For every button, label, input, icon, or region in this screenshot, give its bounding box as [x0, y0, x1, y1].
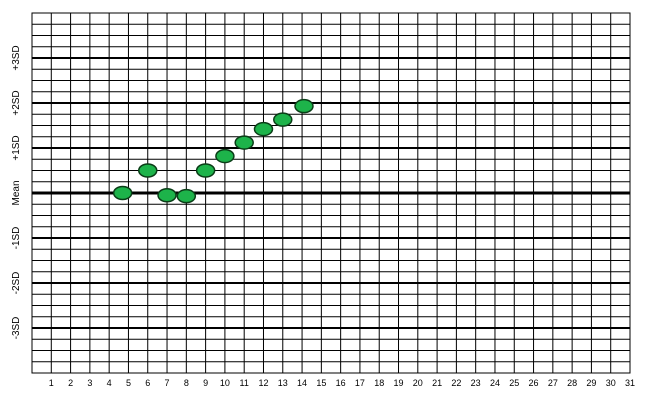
y-tick-label: +3SD [11, 45, 22, 70]
data-point [273, 112, 293, 127]
y-tick-label: +2SD [11, 90, 22, 115]
data-point [176, 188, 197, 204]
y-tick-label: -3SD [11, 317, 22, 340]
data-points [112, 98, 314, 204]
y-tick-labels: +3SD +2SD +1SD Mean -1SD -2SD -3SD [11, 45, 22, 339]
x-tick-label: 9 [203, 378, 208, 388]
x-tick-label: 2 [68, 378, 73, 388]
x-tick-label: 21 [432, 378, 442, 388]
x-tick-label: 5 [126, 378, 131, 388]
x-tick-label: 27 [548, 378, 558, 388]
x-tick-label: 24 [490, 378, 500, 388]
x-tick-label: 18 [374, 378, 384, 388]
x-tick-label: 25 [509, 378, 519, 388]
x-tick-label: 1 [49, 378, 54, 388]
x-tick-label: 26 [529, 378, 539, 388]
x-tick-label: 12 [258, 378, 268, 388]
x-tick-label: 29 [586, 378, 596, 388]
x-tick-label: 6 [145, 378, 150, 388]
x-tick-label: 23 [471, 378, 481, 388]
x-tick-label: 16 [336, 378, 346, 388]
x-tick-label: 7 [165, 378, 170, 388]
data-point [137, 163, 158, 178]
data-point [253, 121, 274, 137]
y-tick-label: -2SD [11, 272, 22, 295]
x-tick-label: 14 [297, 378, 307, 388]
data-point [157, 188, 177, 203]
x-tick-label: 28 [567, 378, 577, 388]
x-tick-label: 20 [413, 378, 423, 388]
data-point [112, 185, 133, 201]
data-point [234, 135, 254, 150]
x-tick-label: 17 [355, 378, 365, 388]
data-point [195, 163, 216, 178]
x-tick-label: 31 [625, 378, 635, 388]
major-grid [32, 57, 630, 329]
y-tick-label: -1SD [11, 227, 22, 250]
data-point [215, 148, 235, 164]
x-tick-label: 22 [451, 378, 461, 388]
x-tick-label: 10 [220, 378, 230, 388]
x-tick-label: 13 [278, 378, 288, 388]
x-tick-label: 15 [316, 378, 326, 388]
x-tick-label: 30 [606, 378, 616, 388]
x-tick-labels: 1 2 3 4 5 6 7 8 9 10 11 12 13 14 15 16 17 18 19 20 21 22 23 24 2… [49, 378, 635, 388]
x-tick-label: 4 [107, 378, 112, 388]
x-tick-label: 3 [87, 378, 92, 388]
y-tick-label: +1SD [11, 135, 22, 160]
x-tick-label: 11 [240, 378, 249, 388]
y-tick-label: Mean [11, 180, 22, 205]
x-tick-label: 19 [394, 378, 404, 388]
data-point [294, 98, 314, 114]
x-tick-label: 8 [184, 378, 189, 388]
